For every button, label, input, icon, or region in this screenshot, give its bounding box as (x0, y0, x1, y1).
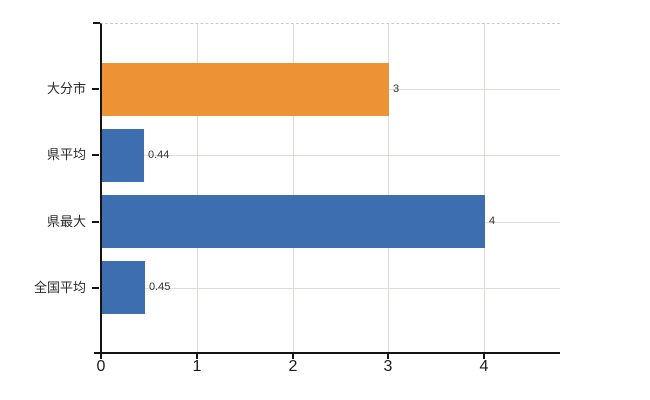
category-label-3: 全国平均 (33, 280, 86, 295)
x-axis-tick-2 (292, 354, 294, 359)
value-label-1: 0.44 (148, 149, 170, 161)
x-tick-label-0: 0 (96, 358, 106, 375)
bar-1 (102, 129, 144, 182)
gridline-horizontal-3 (102, 288, 560, 289)
y-axis-top-tick (93, 22, 100, 24)
x-axis-tick-0 (100, 354, 102, 359)
y-axis-tick-0 (92, 88, 99, 90)
x-tick-label-3: 3 (383, 358, 393, 375)
gridline-vertical-4 (484, 24, 486, 352)
bar-0 (102, 63, 389, 116)
x-axis-tick-3 (387, 354, 389, 359)
value-label-3: 0.45 (149, 281, 171, 293)
gridline-vertical-2 (292, 24, 294, 352)
x-tick-label-4: 4 (479, 358, 489, 375)
x-tick-label-2: 2 (288, 358, 298, 375)
x-axis-tick-4 (483, 354, 485, 359)
category-label-2: 県最大 (46, 214, 86, 229)
value-label-2: 4 (489, 215, 496, 227)
x-axis-left-extension (94, 352, 102, 354)
gridline-vertical-1 (196, 24, 198, 352)
y-axis-tick-2 (92, 221, 99, 223)
plot-area: 3 0.44 4 0.45 (100, 23, 560, 354)
y-axis-tick-3 (92, 287, 99, 289)
gridline-vertical-3 (388, 24, 390, 352)
y-axis-tick-1 (92, 154, 99, 156)
x-axis-tick-1 (196, 354, 198, 359)
x-tick-label-1: 1 (192, 358, 202, 375)
category-label-0: 大分市 (46, 81, 86, 96)
bar-3 (102, 261, 145, 314)
value-label-0: 3 (393, 83, 400, 95)
gridline-horizontal-1 (102, 155, 560, 156)
bar-2 (102, 195, 485, 248)
category-label-1: 県平均 (46, 147, 86, 162)
